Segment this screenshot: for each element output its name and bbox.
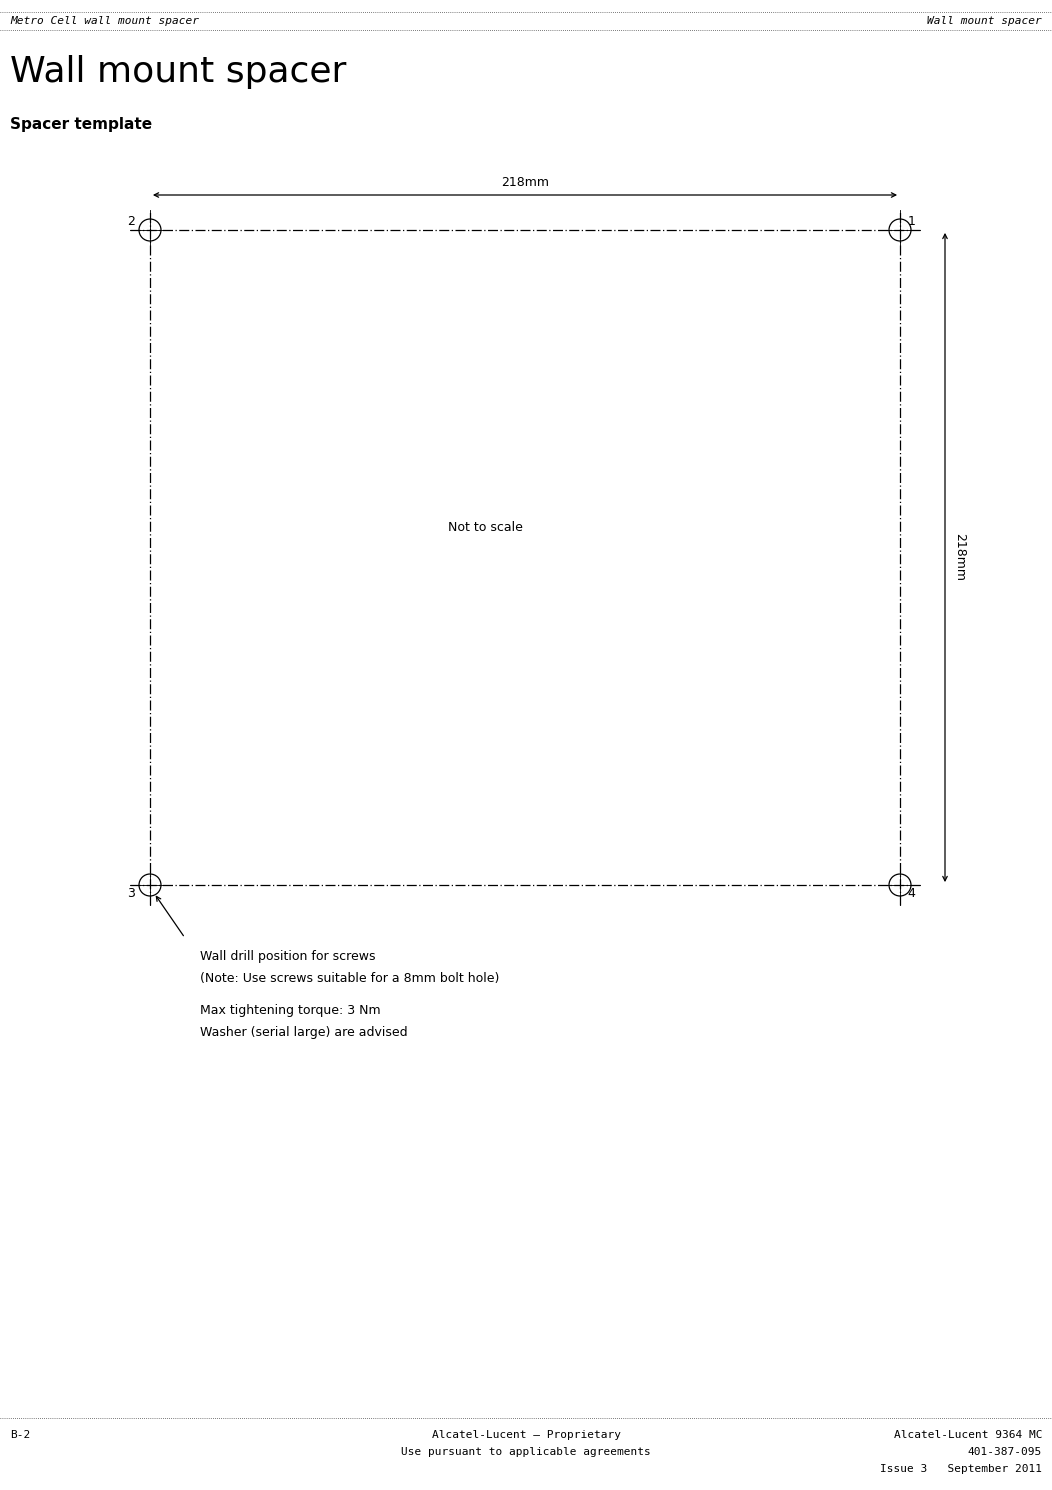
Text: 218mm: 218mm — [953, 533, 966, 581]
Text: Metro Cell wall mount spacer: Metro Cell wall mount spacer — [11, 16, 199, 25]
Text: (Note: Use screws suitable for a 8mm bolt hole): (Note: Use screws suitable for a 8mm bol… — [200, 971, 500, 985]
Text: Spacer template: Spacer template — [11, 118, 153, 133]
Text: Wall drill position for screws: Wall drill position for screws — [200, 951, 376, 963]
Text: 2: 2 — [127, 215, 135, 228]
Text: 218mm: 218mm — [501, 176, 549, 189]
Text: Not to scale: Not to scale — [447, 522, 523, 533]
Text: Issue 3   September 2011: Issue 3 September 2011 — [881, 1465, 1041, 1474]
Text: Alcatel-Lucent 9364 MC: Alcatel-Lucent 9364 MC — [893, 1430, 1041, 1439]
Text: Alcatel-Lucent – Proprietary: Alcatel-Lucent – Proprietary — [431, 1430, 621, 1439]
Text: Use pursuant to applicable agreements: Use pursuant to applicable agreements — [401, 1447, 651, 1457]
Text: 1: 1 — [908, 215, 915, 228]
Text: Washer (serial large) are advised: Washer (serial large) are advised — [200, 1027, 407, 1039]
Text: Wall mount spacer: Wall mount spacer — [927, 16, 1041, 25]
Text: Max tightening torque: 3 Nm: Max tightening torque: 3 Nm — [200, 1004, 381, 1018]
Text: Wall mount spacer: Wall mount spacer — [11, 55, 346, 89]
Text: B-2: B-2 — [11, 1430, 31, 1439]
Text: 401-387-095: 401-387-095 — [968, 1447, 1041, 1457]
Text: 4: 4 — [908, 887, 915, 900]
Text: 3: 3 — [127, 887, 135, 900]
